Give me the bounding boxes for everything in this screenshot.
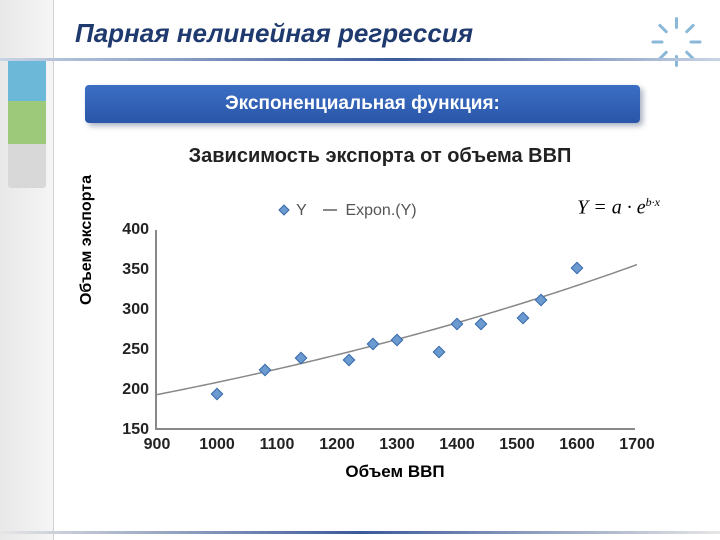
chart-area: 1502002503003504009001000110012001300140… xyxy=(155,230,635,430)
x-tick: 1100 xyxy=(260,436,295,454)
x-tick: 1300 xyxy=(379,436,415,454)
y-tick: 200 xyxy=(109,381,149,399)
x-tick: 1700 xyxy=(619,436,655,454)
plot-region: 1502002503003504009001000110012001300140… xyxy=(155,230,635,430)
legend-line-icon xyxy=(323,209,337,211)
x-tick: 1500 xyxy=(499,436,535,454)
subtitle-banner: Экспоненциальная функция: xyxy=(85,85,640,123)
y-tick: 400 xyxy=(109,221,149,239)
y-tick: 250 xyxy=(109,341,149,359)
x-tick: 1200 xyxy=(319,436,355,454)
x-tick: 1400 xyxy=(439,436,475,454)
chart-title: Зависимость экспорта от объема ВВП xyxy=(130,145,630,168)
y-tick: 350 xyxy=(109,261,149,279)
x-tick: 900 xyxy=(144,436,171,454)
trend-curve xyxy=(157,230,637,430)
y-axis-label: Объем экспорта xyxy=(78,170,96,310)
legend-trend-label: Expon.(Y) xyxy=(345,202,416,219)
legend-series-label: Y xyxy=(296,202,306,219)
formula: Y = a · eb·x xyxy=(577,195,660,220)
sidebar-decoration xyxy=(0,0,54,540)
x-tick: 1000 xyxy=(199,436,235,454)
x-axis-label: Объем ВВП xyxy=(155,462,635,482)
y-tick: 300 xyxy=(109,301,149,319)
page-title: Парная нелинейная регрессия xyxy=(75,18,473,49)
title-underline xyxy=(0,58,720,61)
footer-rule xyxy=(0,531,720,534)
corner-ornament xyxy=(658,28,692,62)
legend-marker-icon xyxy=(278,204,289,215)
x-tick: 1600 xyxy=(559,436,595,454)
chart-legend: Y Expon.(Y) xyxy=(280,202,417,220)
